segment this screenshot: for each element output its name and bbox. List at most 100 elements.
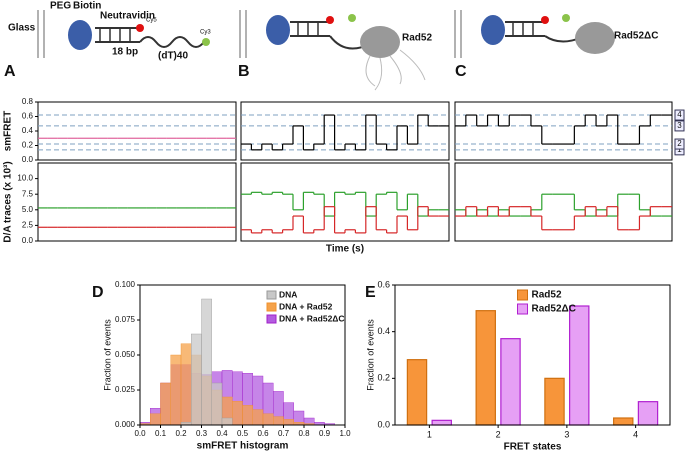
y-tick-label: 0.0 bbox=[22, 236, 34, 245]
hist-bar bbox=[232, 401, 243, 426]
x-tick-label: 1.0 bbox=[339, 429, 351, 438]
x-tick-label: 0.7 bbox=[278, 429, 290, 438]
schematic-label: PEG bbox=[50, 1, 71, 12]
x-tick-label: 4 bbox=[633, 429, 638, 439]
panel-label: B bbox=[238, 63, 250, 80]
schematic-label: Biotin bbox=[73, 1, 101, 12]
frame bbox=[240, 162, 450, 242]
y-tick-label: 2.5 bbox=[22, 221, 34, 230]
y-axis-label: smFRET bbox=[3, 111, 14, 152]
y-tick-label: 0.6 bbox=[377, 279, 390, 289]
y-tick-label: 0.050 bbox=[115, 350, 136, 359]
y-tick-label: 0.6 bbox=[22, 112, 34, 121]
schematic-label: Glass bbox=[8, 23, 36, 34]
y-tick-label: 10.0 bbox=[17, 174, 33, 183]
bar bbox=[569, 305, 590, 426]
bar bbox=[475, 310, 496, 426]
x-tick-label: 2 bbox=[496, 429, 501, 439]
schematic-label: Rad52 bbox=[402, 33, 432, 44]
x-axis-label: smFRET histogram bbox=[197, 441, 289, 452]
schematic-label: Neutravidin bbox=[100, 11, 155, 22]
state-box bbox=[674, 109, 685, 121]
x-tick-label: 0.8 bbox=[298, 429, 310, 438]
schematic bbox=[37, 10, 581, 58]
hist-bar bbox=[150, 413, 161, 426]
x-axis-label: Time (s) bbox=[326, 244, 364, 255]
x-tick-label: 0.6 bbox=[257, 429, 269, 438]
hist-bar bbox=[252, 409, 264, 426]
state-label: 3 bbox=[677, 121, 682, 130]
frame bbox=[240, 101, 450, 161]
schematic-label: (dT)40 bbox=[158, 51, 188, 62]
bar bbox=[431, 419, 452, 426]
bar bbox=[613, 417, 634, 426]
y-tick-label: 0.8 bbox=[22, 97, 34, 106]
x-tick-label: 0.5 bbox=[237, 429, 249, 438]
x-axis-label: FRET states bbox=[504, 442, 562, 452]
y-axis-label: Fraction of events bbox=[365, 319, 375, 391]
panel-label: E bbox=[365, 284, 376, 301]
state-box bbox=[674, 120, 685, 132]
x-tick-label: 0.3 bbox=[196, 429, 208, 438]
y-tick-label: 0.075 bbox=[115, 315, 136, 324]
hist-bar bbox=[160, 382, 171, 426]
hist-bar bbox=[211, 382, 223, 426]
legend-swatch bbox=[266, 302, 277, 312]
state-label: 2 bbox=[677, 139, 682, 148]
panel-label: C bbox=[455, 63, 467, 80]
y-tick-label: 5.0 bbox=[22, 205, 34, 214]
schematic-label: 18 bp bbox=[112, 47, 138, 58]
hist-bar bbox=[221, 417, 233, 426]
hist-bar bbox=[201, 298, 212, 426]
state-box bbox=[674, 138, 685, 150]
y-axis-label: D/A traces (x 10³) bbox=[3, 161, 14, 242]
hist-bar bbox=[242, 405, 253, 426]
y-tick-label: 0.4 bbox=[377, 326, 390, 336]
x-tick-label: 0.4 bbox=[216, 429, 228, 438]
frame bbox=[454, 101, 673, 161]
hist-bar bbox=[262, 413, 274, 426]
y-tick-label: 0.4 bbox=[22, 126, 34, 135]
legend-label: Rad52ΔC bbox=[532, 304, 576, 315]
bar bbox=[406, 359, 428, 426]
x-tick-label: 0.2 bbox=[175, 429, 187, 438]
y-tick-label: 0.100 bbox=[115, 280, 136, 289]
panel-label: A bbox=[4, 63, 16, 80]
schematic-shapes bbox=[68, 14, 615, 91]
legend-swatch bbox=[266, 290, 277, 300]
schematic-label: Cy5 bbox=[146, 18, 157, 24]
x-tick-label: 1 bbox=[427, 429, 432, 439]
y-tick-label: 0.000 bbox=[115, 420, 136, 429]
legend-label: DNA + Rad52 bbox=[279, 301, 333, 311]
bar bbox=[637, 401, 659, 426]
legend-swatch bbox=[517, 289, 528, 301]
frame bbox=[454, 162, 673, 242]
x-tick-label: 0.1 bbox=[155, 429, 167, 438]
y-tick-label: 0.2 bbox=[377, 373, 390, 383]
y-tick-label: 0.0 bbox=[377, 419, 390, 429]
state-label: 4 bbox=[677, 110, 682, 119]
schematic-label: Rad52ΔC bbox=[614, 31, 658, 42]
frame bbox=[394, 284, 671, 426]
hist-bar bbox=[191, 333, 202, 426]
legend-swatch bbox=[517, 303, 528, 315]
hist-bar bbox=[283, 419, 294, 426]
x-tick-label: 3 bbox=[564, 429, 569, 439]
y-tick-label: 7.5 bbox=[22, 189, 34, 198]
legend-label: Rad52 bbox=[532, 290, 562, 301]
hist-bar bbox=[180, 343, 192, 426]
y-tick-label: 0.2 bbox=[22, 141, 34, 150]
legend-swatch bbox=[266, 314, 277, 324]
legend-label: DNA bbox=[279, 289, 297, 299]
y-tick-label: 0.0 bbox=[22, 155, 34, 164]
x-tick-label: 0.0 bbox=[134, 429, 146, 438]
legend-label: DNA + Rad52ΔC bbox=[279, 313, 345, 323]
x-tick-label: 0.9 bbox=[319, 429, 331, 438]
bar bbox=[544, 377, 565, 426]
hist-bar bbox=[170, 354, 182, 426]
frame bbox=[37, 162, 237, 242]
frame bbox=[37, 101, 237, 161]
panel-label: D bbox=[92, 284, 104, 301]
bar bbox=[500, 338, 521, 426]
